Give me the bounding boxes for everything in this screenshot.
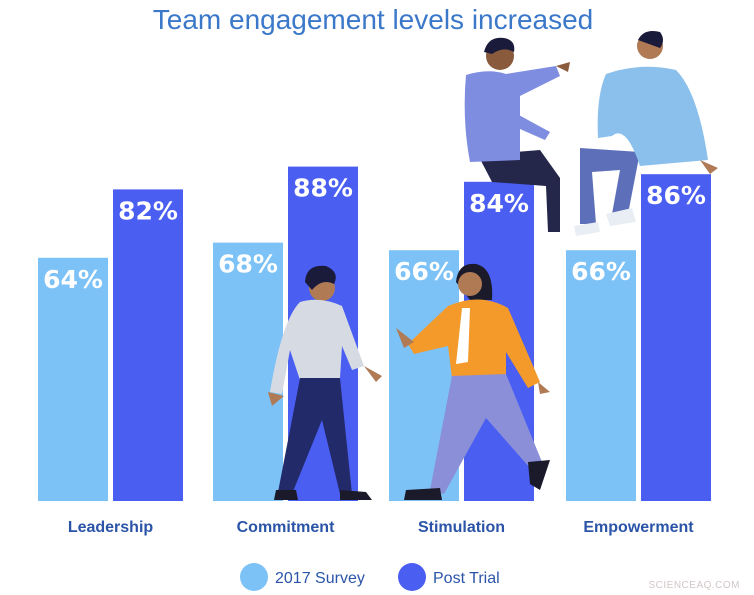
value-label-stimulation-2017-survey: 66% <box>394 257 454 286</box>
category-label-empowerment: Empowerment <box>583 519 694 536</box>
category-labels-layer: Leadership Commitment Stimulation Empowerme… <box>68 519 694 536</box>
legend-swatch-2017-survey <box>240 563 268 591</box>
category-label-leadership: Leadership <box>68 519 154 536</box>
value-label-leadership-2017-survey: 64% <box>43 265 103 294</box>
bar-leadership-post-trial <box>113 189 183 501</box>
value-labels-layer: 64% 82% 68% 88% 66% 84% 66% 86% <box>43 174 706 294</box>
value-label-commitment-2017-survey: 68% <box>218 250 278 279</box>
legend-label-2017-survey: 2017 Survey <box>275 570 365 587</box>
value-label-leadership-post-trial: 82% <box>118 196 178 225</box>
legend-label-post-trial: Post Trial <box>433 570 500 587</box>
bar-leadership-2017-survey <box>38 257 108 501</box>
walking-man-illustration <box>268 265 382 500</box>
walking-woman-illustration <box>396 263 550 500</box>
category-label-stimulation: Stimulation <box>418 519 505 536</box>
bar-commitment-2017-survey <box>213 242 283 501</box>
value-label-empowerment-2017-survey: 66% <box>571 257 631 286</box>
value-label-empowerment-post-trial: 86% <box>646 181 706 210</box>
value-label-stimulation-post-trial: 84% <box>469 189 529 218</box>
seated-pair-illustration <box>464 31 718 246</box>
bar-empowerment-post-trial <box>641 174 711 501</box>
legend: 2017 Survey Post Trial <box>240 563 500 591</box>
legend-swatch-post-trial <box>398 563 426 591</box>
chart-title: Team engagement levels increased <box>153 4 593 35</box>
watermark: SCIENCEAQ.COM <box>648 580 740 591</box>
value-label-commitment-post-trial: 88% <box>293 174 353 203</box>
category-label-commitment: Commitment <box>237 519 335 536</box>
bar-empowerment-2017-survey <box>566 250 636 501</box>
